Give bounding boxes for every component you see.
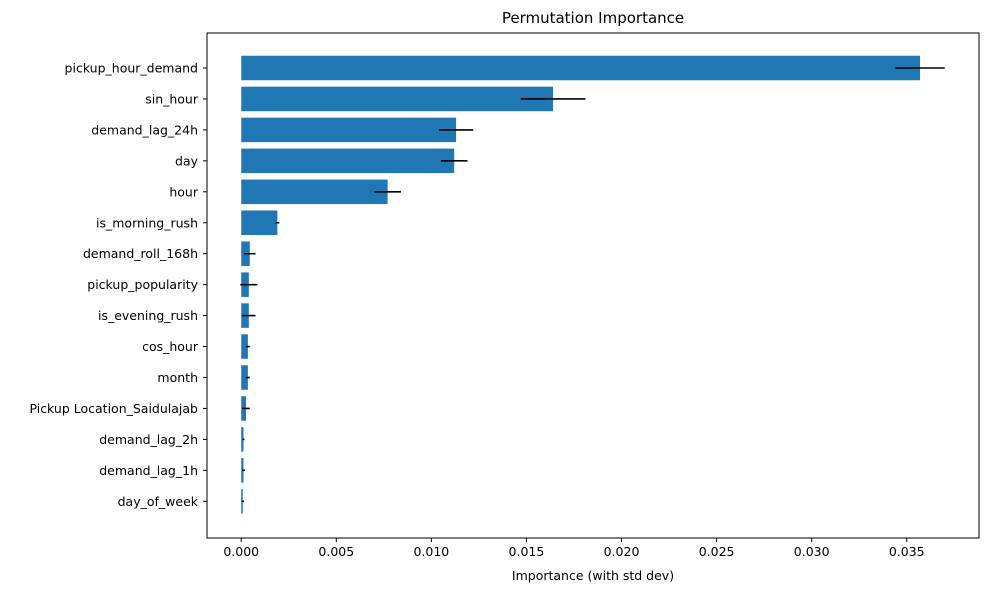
bar-pickup_hour_demand <box>241 55 921 81</box>
x-tick-label: 0.030 <box>794 544 830 559</box>
y-tick-label: pickup_hour_demand <box>65 61 198 76</box>
x-tick-label: 0.010 <box>413 544 449 559</box>
y-tick-label: month <box>157 370 198 385</box>
y-tick-label: is_morning_rush <box>96 215 198 230</box>
x-tick-label: 0.015 <box>509 544 545 559</box>
bar-cos_hour <box>241 334 248 359</box>
x-tick-label: 0.000 <box>223 544 259 559</box>
y-tick-label: demand_lag_1h <box>99 463 198 478</box>
x-tick-label: 0.005 <box>318 544 354 559</box>
bar-hour <box>241 179 388 205</box>
bar-demand_lag_2h <box>241 427 244 452</box>
bar-sin_hour <box>241 86 554 112</box>
y-tick-label: pickup_popularity <box>87 277 198 292</box>
y-tick-label: is_evening_rush <box>98 308 198 323</box>
chart-title: Permutation Importance <box>502 9 684 27</box>
bar-demand_lag_24h <box>241 117 457 143</box>
bar-is_morning_rush <box>241 210 278 235</box>
y-tick-label: sin_hour <box>145 91 199 106</box>
x-tick-label: 0.020 <box>604 544 640 559</box>
plot-frame <box>206 32 980 539</box>
x-tick-label: 0.035 <box>889 544 925 559</box>
plot-area: pickup_hour_demand sin_hour demand_lag_24h… <box>29 55 945 559</box>
y-tick-label: hour <box>169 184 198 199</box>
x-axis-label: Importance (with std dev) <box>512 568 674 583</box>
y-tick-label: demand_roll_168h <box>83 246 198 261</box>
y-tick-label: demand_lag_24h <box>91 122 198 137</box>
y-tick-label: demand_lag_2h <box>99 432 198 447</box>
bar-day <box>241 148 455 174</box>
y-tick-label: cos_hour <box>142 339 199 354</box>
y-tick-label: day <box>175 153 199 168</box>
y-tick-label: day_of_week <box>118 494 199 509</box>
bar-month <box>241 365 248 390</box>
x-tick-label: 0.025 <box>699 544 735 559</box>
y-tick-label: Pickup Location_Saidulajab <box>29 401 198 416</box>
